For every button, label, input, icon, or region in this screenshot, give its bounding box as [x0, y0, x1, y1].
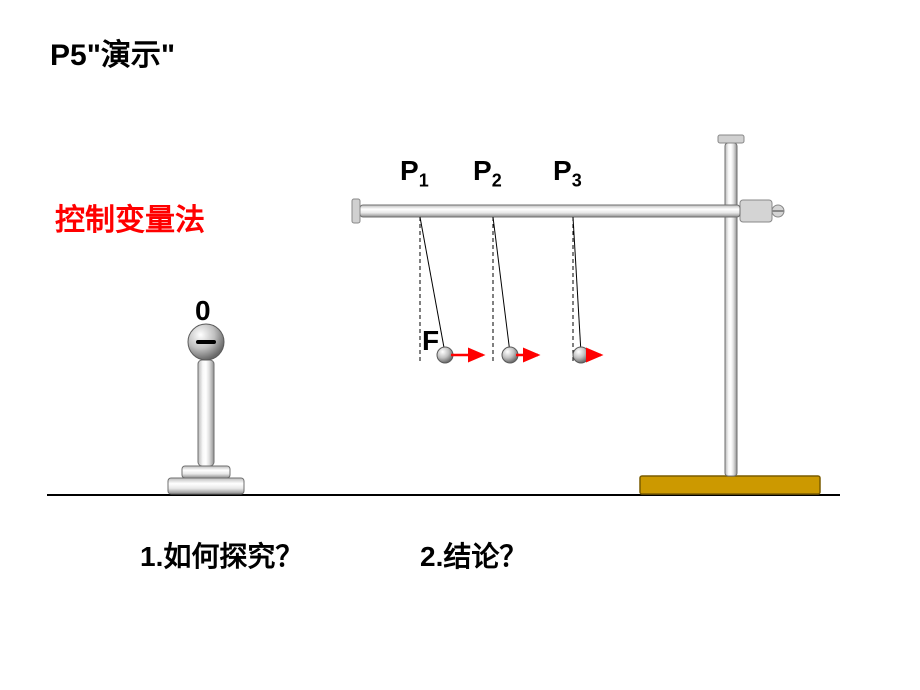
method-label: 控制变量法 — [55, 195, 205, 239]
pole-cap — [718, 135, 744, 143]
clamp — [740, 200, 784, 222]
crossbar-cap — [352, 199, 360, 223]
crossbar — [360, 205, 740, 217]
label-p1: P1 — [400, 155, 429, 192]
physics-diagram — [0, 0, 920, 690]
page-title: P5"演示" — [50, 30, 175, 74]
label-p2: P2 — [473, 155, 502, 192]
force-label: F — [422, 325, 439, 357]
question-1: 1.如何探究？ — [140, 535, 303, 575]
pendulum-2 — [493, 217, 538, 363]
stand-pole — [725, 143, 737, 476]
label-p3: P3 — [553, 155, 582, 192]
charge-source — [168, 324, 244, 494]
question-2: 2.结论？ — [420, 535, 527, 575]
zero-label: 0 — [195, 295, 211, 327]
pendulum-3 — [573, 217, 601, 363]
stand-base — [640, 476, 820, 494]
